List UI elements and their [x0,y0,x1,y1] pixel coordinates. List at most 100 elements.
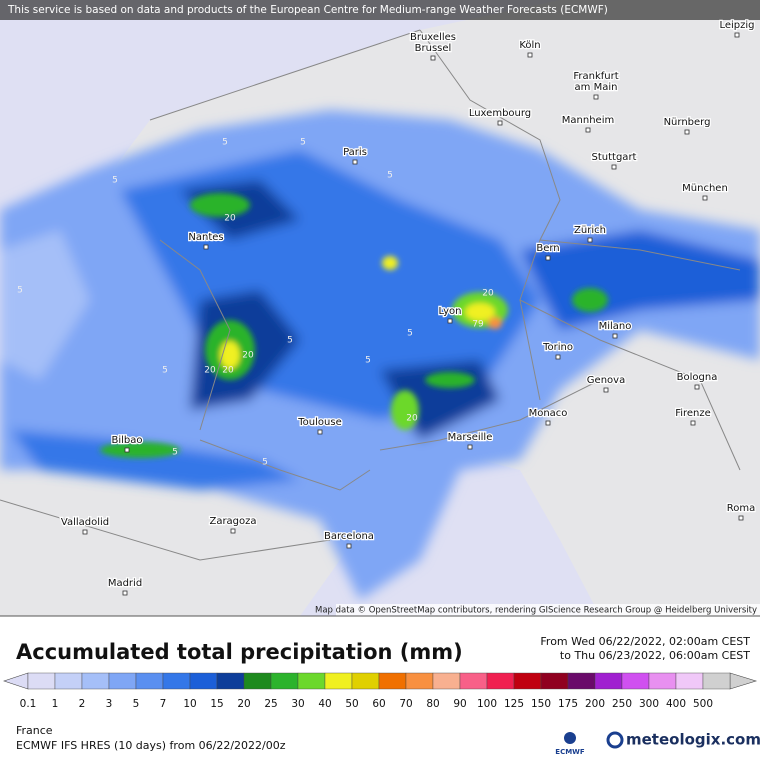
city-label: Stuttgart [592,152,637,163]
legend-swatch [459,672,488,690]
legend-tick: 500 [693,698,713,710]
city-marker [497,120,503,126]
contour-label: 20 [406,414,418,424]
city-label: Firenze [675,408,711,419]
city-marker [694,384,700,390]
header-bar [0,0,760,20]
city-label: Marseille [448,432,493,443]
contour-label: 20 [222,366,234,376]
legend-swatch [27,672,56,690]
city-marker [684,129,690,135]
period-from: From Wed 06/22/2022, 02:00am CEST [540,635,750,648]
city-label: Milano [599,321,632,332]
legend-tick: 70 [399,698,412,710]
legend-swatch [621,672,650,690]
city-marker [203,244,209,250]
legend-tick: 1 [52,698,59,710]
legend-swatch [513,672,542,690]
city-marker [527,52,533,58]
legend-swatch [81,672,110,690]
header-notice: This service is based on data and produc… [7,4,608,16]
contour-label: 5 [17,286,23,296]
legend-swatch [108,672,137,690]
city-label: Toulouse [297,417,341,428]
brand: meteologix.com [626,731,760,749]
legend-tick: 25 [264,698,277,710]
legend-tick: 125 [504,698,524,710]
city-label: Bruxelles [410,32,456,43]
city-label: Bilbao [111,435,142,446]
city-label: Roma [727,503,756,514]
contour-label: 20 [224,214,236,224]
region: France [16,724,53,737]
contour-label: 5 [112,176,118,186]
city-label: Nantes [188,232,223,243]
model-run: ECMWF IFS HRES (10 days) from 06/22/2022… [16,739,286,752]
contour-label: 20 [482,289,494,299]
city-label: Madrid [108,578,142,589]
city-marker [122,590,128,596]
contour-label: 20 [242,351,254,361]
city-label: Zaragoza [209,516,256,527]
city-label: Bern [536,243,559,254]
city-marker [702,195,708,201]
legend-tick: 150 [531,698,551,710]
city-marker [593,94,599,100]
legend-swatch [432,672,461,690]
borders [0,29,741,561]
contour-label: 5 [387,171,393,181]
city-label: München [682,183,728,194]
city-label: Nürnberg [664,117,711,128]
legend-swatch [135,672,164,690]
city-label: Lyon [438,306,461,317]
legend-swatch [162,672,191,690]
legend-tick: 40 [318,698,331,710]
city-marker [230,528,236,534]
legend-tick: 30 [291,698,304,710]
ecmwf-icon [564,732,576,744]
city-marker [430,55,436,61]
legend-tick: 10 [183,698,196,710]
legend-swatch [351,672,380,690]
legend-swatch [486,672,515,690]
legend-tick: 175 [558,698,578,710]
map [0,0,760,616]
city-marker [612,333,618,339]
attribution-bg [336,604,760,616]
legend-title: Accumulated total precipitation (mm) [16,640,463,664]
legend-tick: 250 [612,698,632,710]
legend-swatch [378,672,407,690]
city-marker [587,237,593,243]
legend-swatch [297,672,326,690]
legend-tick: 300 [639,698,659,710]
contour-label: 20 [204,366,216,376]
contour-label: 5 [300,138,306,148]
contour-label: 5 [172,448,178,458]
city-label: Mannheim [562,115,614,126]
attribution: Map data © OpenStreetMap contributors, r… [315,606,757,616]
legend-tick: 60 [372,698,385,710]
city-label: Barcelona [324,531,374,542]
contour-label: 5 [162,366,168,376]
legend-swatch [189,672,218,690]
city-marker [545,420,551,426]
legend-tick: 200 [585,698,605,710]
city-label: Genova [587,375,625,386]
contour-label: 5 [262,458,268,468]
city-marker [317,429,323,435]
city-marker [555,354,561,360]
legend-tick: 7 [160,698,167,710]
city-marker [82,529,88,535]
legend-swatch [243,672,272,690]
city-marker [467,444,473,450]
contour-label: 5 [287,336,293,346]
legend-swatch [594,672,623,690]
legend-swatch [216,672,245,690]
legend-swatch [405,672,434,690]
city-marker [352,159,358,165]
legend-swatch [540,672,569,690]
legend-swatch [675,672,704,690]
city-label: Leipzig [719,20,754,31]
city-marker [124,447,130,453]
